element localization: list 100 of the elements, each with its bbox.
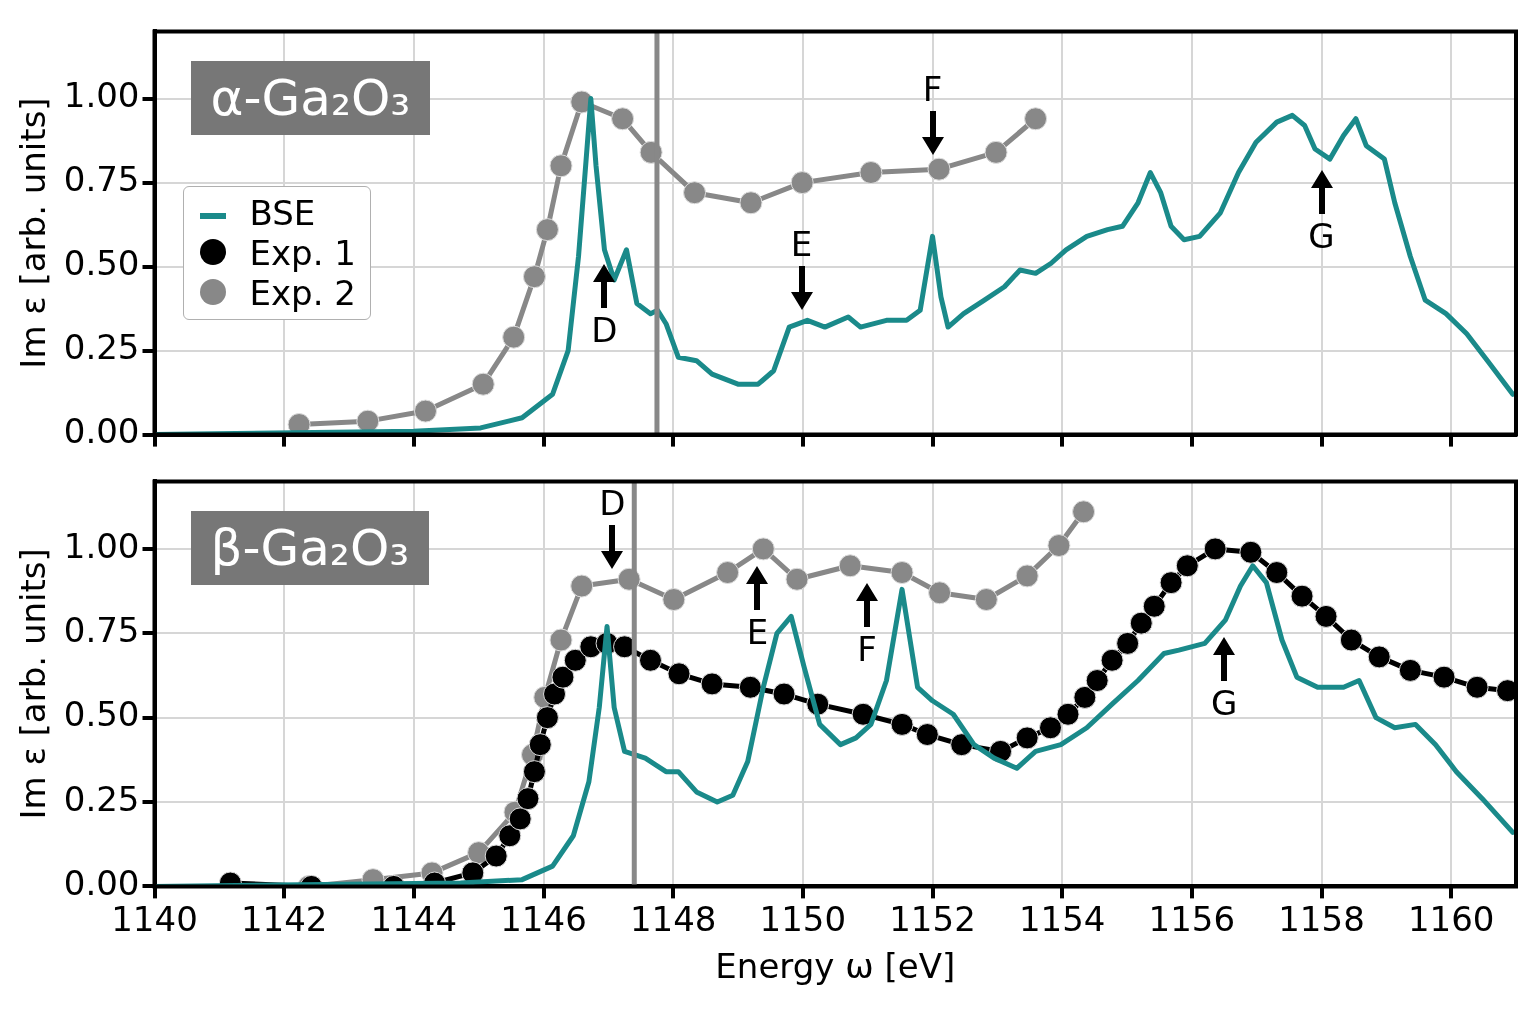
- y-tick-label: 0.25: [63, 778, 140, 819]
- point: [700, 672, 724, 696]
- point: [838, 554, 862, 578]
- annotation: D: [591, 309, 618, 350]
- legend-label: Exp. 2: [249, 273, 356, 313]
- point: [1432, 665, 1456, 689]
- point: [535, 218, 559, 242]
- y-axis-title: Im ε [arb. units]: [13, 548, 54, 820]
- point: [1100, 648, 1124, 672]
- y-tick-label: 0.25: [63, 327, 140, 368]
- point: [915, 723, 939, 747]
- point: [1039, 716, 1062, 740]
- point: [1073, 685, 1097, 709]
- x-tick-label: 1160: [1407, 898, 1495, 939]
- y-tick-label: 1.00: [63, 75, 140, 116]
- point: [1367, 645, 1391, 669]
- point: [1072, 500, 1096, 524]
- point: [1175, 554, 1199, 578]
- y-tick-label: 1.00: [63, 525, 140, 566]
- x-tick-label: 1144: [370, 898, 458, 939]
- point: [974, 588, 998, 612]
- x-tick-label: 1158: [1278, 898, 1365, 939]
- y-tick-label: 0.75: [63, 159, 140, 200]
- point: [516, 787, 540, 811]
- x-tick-label: 1148: [629, 898, 717, 939]
- point: [563, 648, 587, 672]
- point: [611, 107, 635, 131]
- point: [790, 171, 814, 195]
- point: [508, 807, 532, 831]
- point: [1142, 594, 1166, 618]
- point: [522, 760, 546, 784]
- x-tick-label: 1146: [500, 898, 587, 939]
- point: [1085, 669, 1109, 693]
- point: [1056, 702, 1080, 726]
- point: [851, 702, 875, 726]
- point: [414, 399, 438, 423]
- point: [549, 154, 573, 178]
- legend-label: BSE: [249, 193, 316, 233]
- point: [1339, 628, 1363, 652]
- point: [1290, 584, 1314, 608]
- point: [667, 662, 691, 686]
- point: [927, 157, 951, 181]
- point: [890, 712, 914, 736]
- annotation: E: [746, 612, 769, 653]
- point: [1159, 571, 1183, 595]
- point: [1465, 675, 1489, 699]
- x-tick-label: 1156: [1148, 898, 1236, 939]
- point: [859, 161, 883, 185]
- point: [1265, 561, 1289, 585]
- point: [498, 824, 522, 848]
- point: [549, 628, 573, 652]
- point: [890, 561, 914, 585]
- point: [1239, 540, 1263, 564]
- point: [528, 733, 552, 757]
- annotation: G: [1308, 215, 1335, 256]
- point: [543, 682, 567, 706]
- point: [785, 567, 809, 591]
- x-tick-label: 1154: [1018, 898, 1106, 939]
- text: α-Ga₂O₃: [190, 61, 431, 136]
- point: [1015, 564, 1039, 588]
- point: [1015, 726, 1039, 750]
- y-tick-label: 0.75: [63, 610, 140, 651]
- point: [570, 574, 594, 598]
- point: [683, 181, 707, 205]
- y-tick-label: 0.00: [63, 411, 140, 452]
- point: [1116, 631, 1140, 655]
- annotation: E: [790, 223, 813, 264]
- point: [471, 372, 495, 396]
- y-tick-label: 0.50: [63, 243, 140, 284]
- point: [751, 537, 775, 561]
- point: [716, 561, 740, 585]
- y-axis-title: Im ε [arb. units]: [13, 97, 54, 369]
- point: [1129, 611, 1153, 635]
- annotation: G: [1211, 683, 1238, 724]
- point: [1203, 537, 1227, 561]
- x-axis-title: Energy ω [eV]: [715, 946, 956, 987]
- annotation: F: [857, 629, 877, 670]
- point: [551, 665, 575, 689]
- point: [928, 581, 952, 605]
- point: [738, 675, 762, 699]
- point: [984, 140, 1008, 164]
- point: [1047, 534, 1071, 558]
- annotation: F: [922, 69, 943, 110]
- x-tick-label: 1142: [240, 898, 328, 939]
- point: [1398, 658, 1422, 682]
- point: [1314, 604, 1338, 628]
- annotation: D: [599, 482, 626, 523]
- point: [1024, 107, 1048, 131]
- y-tick-label: 0.50: [63, 694, 140, 735]
- x-tick-label: 1152: [889, 898, 976, 939]
- text: β-Ga₂O₃: [190, 511, 430, 586]
- point: [522, 265, 546, 289]
- point: [739, 191, 763, 215]
- legend-label: Exp. 1: [249, 233, 356, 273]
- point: [662, 588, 686, 612]
- point: [502, 325, 526, 349]
- point: [484, 844, 508, 868]
- point: [638, 648, 662, 672]
- point: [535, 706, 559, 730]
- x-tick-label: 1150: [759, 898, 847, 939]
